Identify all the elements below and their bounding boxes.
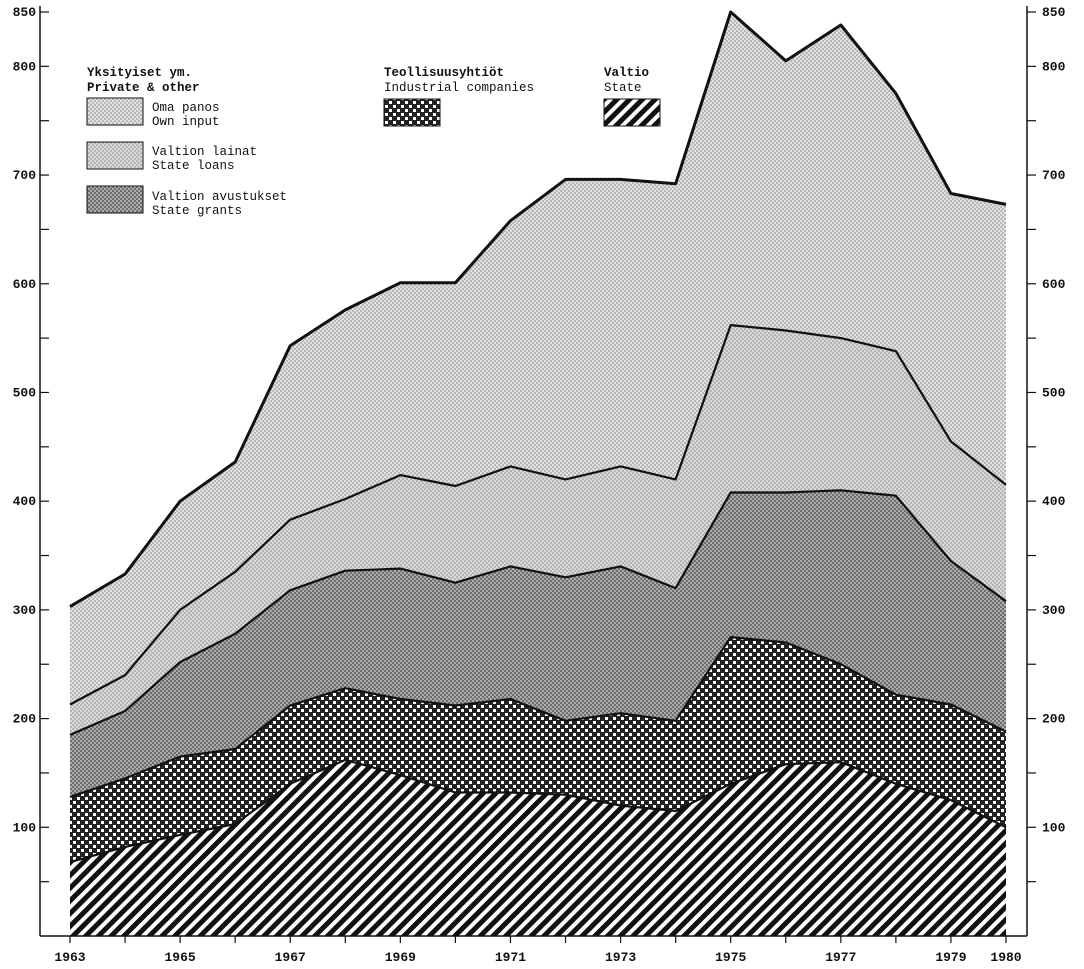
legend-state-grants-fi: Valtion avustukset [152,190,287,204]
area-industrial-companies [70,637,1006,863]
area-industrial-companies-line [69,635,1007,798]
x-tick-label: 1980 [990,950,1021,965]
y-tick-label-left: 600 [13,277,37,292]
y-tick-label-right: 300 [1042,603,1066,618]
y-tick-label-left: 800 [13,59,37,74]
legend-group-industry-fi: Teollisuusyhtiöt [384,66,504,80]
x-tick-label: 1967 [275,950,306,965]
legend-group-state-fi: Valtio [604,66,649,80]
legend-group-private-fi: Yksityiset ym. [87,66,192,80]
legend-group-industry-en: Industrial companies [384,81,534,95]
x-tick-label: 1975 [715,950,746,965]
x-tick-label: 1973 [605,950,636,965]
area-state-grants [70,490,1006,797]
y-tick-label-right: 700 [1042,168,1066,183]
y-tick-label-left: 300 [13,603,37,618]
area-layers [70,12,1006,936]
y-tick-label-left: 500 [13,385,37,400]
area-own-input-line [69,10,1007,608]
legend-swatch-industrial-companies [383,98,441,127]
legend-swatch-state-grants [86,185,144,214]
y-tick-label-right: 800 [1042,59,1066,74]
x-tick-label: 1963 [54,950,85,965]
legend-state-loans-en: State loans [152,159,235,173]
axes: 100 100 200 200 300 300 400 400 500 500 600 600 700 7… [13,5,1066,965]
y-tick-label-right: 500 [1042,385,1066,400]
area-state-loans [70,325,1006,735]
x-tick-label: 1979 [935,950,966,965]
y-tick-label-right: 850 [1042,5,1066,20]
y-tick-label-right: 100 [1042,820,1066,835]
y-tick-label-right: 600 [1042,277,1066,292]
legend: Yksityiset ym. Private & other Oma panos… [86,66,661,218]
x-tick-label: 1971 [495,950,526,965]
legend-group-private-en: Private & other [87,81,200,95]
y-tick-label-left: 400 [13,494,37,509]
area-state-loans-line [69,324,1007,706]
legend-swatch-state-loans [86,141,144,170]
legend-group-state-en: State [604,81,642,95]
legend-swatch-own-input [86,97,144,126]
y-tick-label-left: 700 [13,168,37,183]
area-own-input [70,12,1006,705]
y-tick-label-left: 200 [13,712,37,727]
y-tick-label-right: 200 [1042,712,1066,727]
legend-own-input-fi: Oma panos [152,101,220,115]
area-state-grants-line [69,489,1007,736]
x-tick-label: 1965 [165,950,196,965]
boundary-lines [69,10,1007,864]
y-tick-label-left: 100 [13,820,37,835]
legend-state-grants-en: State grants [152,204,242,218]
y-tick-label-left: 850 [13,5,37,20]
legend-own-input-en: Own input [152,115,220,129]
area-state [70,759,1006,936]
legend-state-loans-fi: Valtion lainat [152,145,257,159]
y-tick-label-right: 400 [1042,494,1066,509]
area-state-line [69,758,1007,864]
legend-swatch-state [603,98,661,127]
x-tick-label: 1969 [385,950,416,965]
x-tick-label: 1977 [825,950,856,965]
